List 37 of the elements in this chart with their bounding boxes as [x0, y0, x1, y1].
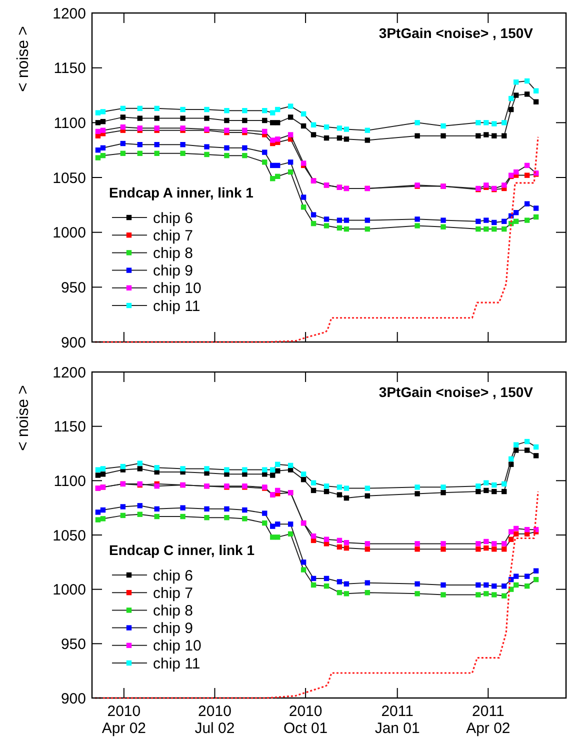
text: 3PtGain <noise> , 150V — [378, 25, 534, 41]
legend-label: chip 11 — [153, 298, 200, 315]
x-tick-label: 2011 Jan 01 — [374, 703, 420, 737]
y-tick-label: 950 — [60, 279, 86, 296]
legend-label: chip 10 — [153, 638, 202, 655]
x-tick-label: 2010 Oct 01 — [283, 703, 328, 737]
y-tick-label: 1100 — [54, 472, 86, 490]
x-tick-label: 2010 Apr 02 — [102, 703, 146, 737]
text: 3PtGain <noise> , 150V — [378, 384, 534, 400]
legend-label: chip 7 — [153, 584, 194, 602]
legend-label: chip 10 — [153, 280, 202, 298]
legend-label: chip 9 — [153, 262, 194, 280]
legend-label: chip 7 — [153, 227, 194, 244]
y-tick-label: 950 — [60, 636, 86, 653]
legend-label: chip 6 — [153, 210, 194, 227]
y-axis-title: < noise > — [15, 26, 32, 92]
legend-label: chip 11 — [153, 655, 200, 672]
legend-label: chip 8 — [153, 244, 194, 262]
x-tick-label: 2010 Jul 02 — [194, 703, 235, 737]
legend-label: chip 9 — [153, 620, 194, 638]
y-tick-label: 1000 — [52, 224, 86, 242]
y-tick-label: 900 — [60, 334, 86, 352]
y-tick-label: 1050 — [52, 170, 86, 187]
legend-title: Endcap C inner, link 1 — [109, 542, 255, 558]
x-tick-label: 2011 Apr 02 — [466, 703, 510, 737]
y-tick-label: 1100 — [54, 114, 86, 132]
y-tick-label: 1000 — [52, 582, 86, 599]
y-tick-label: 1150 — [54, 60, 86, 78]
y-axis-title: < noise > — [15, 385, 32, 451]
legend-title: Endcap A inner, link 1 — [109, 184, 254, 200]
y-tick-label: 1150 — [54, 418, 86, 436]
y-tick-label: 1200 — [52, 364, 86, 382]
legend-label: chip 8 — [153, 602, 194, 620]
legend-label: chip 6 — [153, 567, 194, 584]
y-tick-label: 900 — [60, 690, 86, 708]
y-tick-label: 1200 — [52, 5, 86, 22]
y-tick-label: 1050 — [52, 527, 86, 544]
